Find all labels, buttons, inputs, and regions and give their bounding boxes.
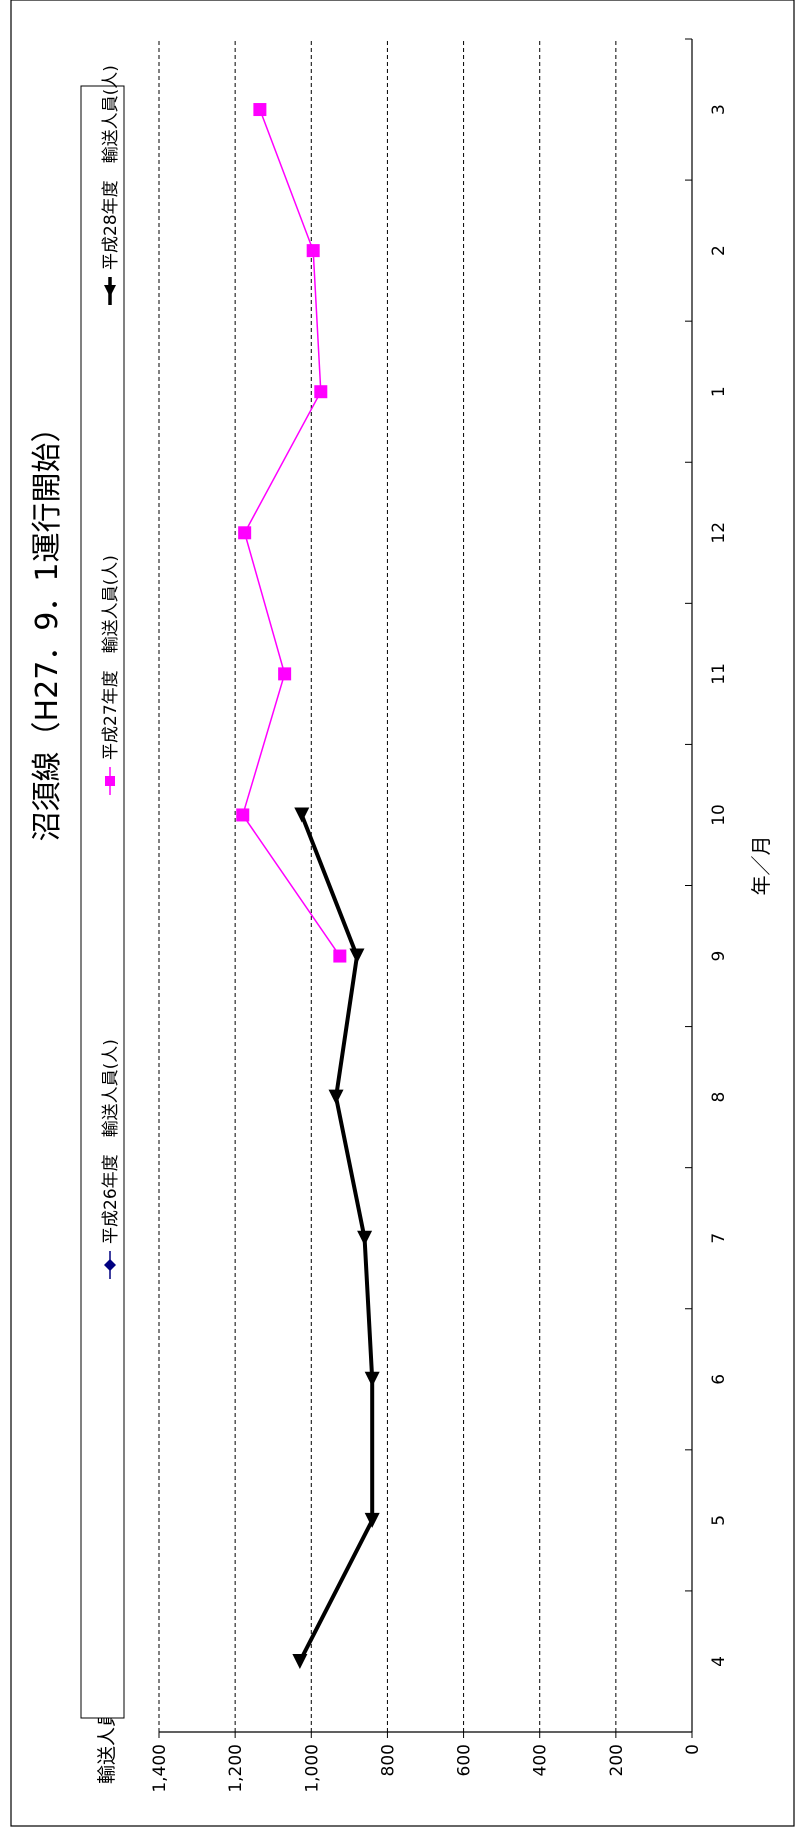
x-tick-label: 12 (709, 522, 729, 544)
legend-label: 平成28年度 輸送人員(人) (101, 65, 121, 270)
data-point (328, 1089, 344, 1105)
data-point (357, 1230, 373, 1246)
y-tick-label: 1,400 (150, 1744, 170, 1793)
data-point (278, 667, 292, 681)
x-tick-label: 7 (709, 1233, 729, 1244)
x-tick-label: 8 (709, 1092, 729, 1103)
data-point (349, 948, 365, 964)
legend-label: 平成27年度 輸送人員(人) (101, 555, 121, 760)
data-point (253, 103, 267, 117)
legend-marker (105, 776, 115, 786)
data-point (238, 526, 252, 540)
y-tick-label: 1,000 (302, 1744, 322, 1793)
data-point (333, 949, 347, 963)
legend-box (80, 85, 125, 1719)
legend-marker (104, 1259, 116, 1271)
y-tick-label: 800 (378, 1744, 398, 1776)
x-tick-label: 2 (709, 245, 729, 256)
x-tick-label: 5 (709, 1515, 729, 1526)
data-point (294, 807, 310, 823)
x-tick-label: 11 (709, 663, 729, 685)
data-point (236, 808, 250, 822)
data-point (364, 1512, 380, 1528)
y-tick-label: 400 (531, 1744, 551, 1776)
data-point (314, 385, 328, 399)
legend-marker (104, 285, 116, 297)
y-tick-label: 200 (607, 1744, 627, 1776)
x-tick-label: 10 (709, 804, 729, 826)
legend-label: 平成26年度 輸送人員(人) (101, 1039, 121, 1244)
chart-title: 沼須線（H27．9．1運行開始） (30, 413, 65, 842)
x-tick-label: 4 (709, 1656, 729, 1667)
y-tick-label: 600 (455, 1744, 475, 1776)
y-tick-label: 1,200 (226, 1744, 246, 1793)
data-point (306, 244, 320, 258)
data-point (364, 1371, 380, 1387)
chart-border (10, 0, 795, 1827)
x-tick-label: 6 (709, 1374, 729, 1385)
y-tick-label: 0 (683, 1744, 703, 1755)
x-axis-title: 年／月 (749, 836, 773, 896)
data-point (292, 1653, 308, 1669)
x-tick-label: 9 (709, 951, 729, 962)
y-axis-title: 輸送人員 (96, 1708, 118, 1784)
x-tick-label: 1 (709, 386, 729, 397)
x-tick-label: 3 (709, 104, 729, 115)
